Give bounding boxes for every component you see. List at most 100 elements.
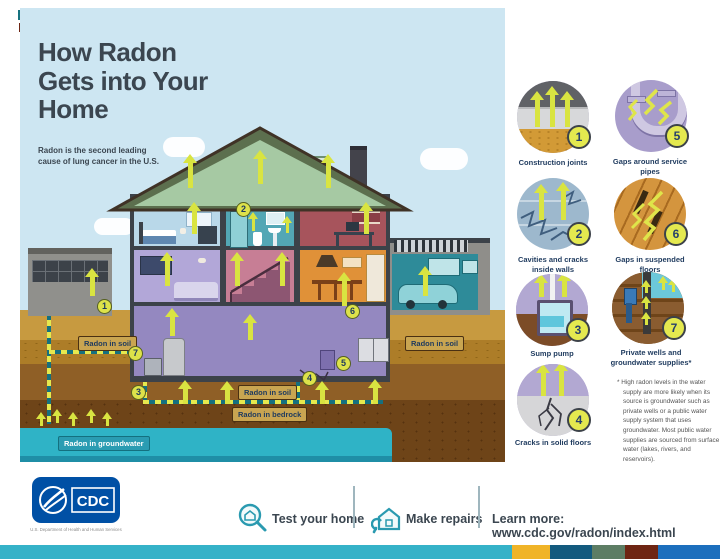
radon-arrow-icon xyxy=(102,412,112,426)
car-wheel-icon xyxy=(438,300,447,309)
radon-arrow-icon xyxy=(187,202,201,234)
legend-caption-6: Gaps in suspended floors xyxy=(615,255,685,274)
house-marker-3: 3 xyxy=(131,385,146,400)
stool-icon xyxy=(318,284,321,300)
radon-arrow-icon xyxy=(359,202,373,234)
radon-arrow-icon xyxy=(282,216,292,233)
action-test-your-home: Test your home xyxy=(272,512,365,526)
water-supply-pipe xyxy=(49,350,134,354)
legend-caption-2: Cavities and cracks inside walls xyxy=(517,255,589,274)
radon-arrow-icon xyxy=(418,266,432,296)
sofa-icon xyxy=(174,282,218,301)
radon-arrow-icon xyxy=(545,86,559,127)
radon-arrow-icon xyxy=(230,252,244,286)
stripe-segment-green xyxy=(592,545,625,559)
legend-badge-4: 4 xyxy=(567,408,591,432)
bed-icon xyxy=(142,230,176,240)
radon-arrow-icon xyxy=(534,274,548,297)
sink-icon xyxy=(268,228,281,233)
radon-arrow-icon xyxy=(178,380,192,404)
footer-divider xyxy=(353,486,355,528)
cloud-icon xyxy=(94,218,134,235)
legend-caption-4: Cracks in solid floors xyxy=(514,438,592,447)
radon-arrow-icon xyxy=(248,212,258,231)
staircase-icon xyxy=(230,256,290,302)
lamp-icon xyxy=(180,228,186,234)
radon-arrow-icon xyxy=(557,274,571,297)
label-radon-in-soil-left: Radon in soil xyxy=(78,336,138,351)
radon-arrow-icon xyxy=(368,379,382,404)
sump-pump xyxy=(144,358,162,376)
house-marker-5: 5 xyxy=(336,356,351,371)
page-subtitle: Radon is the second leading cause of lun… xyxy=(38,146,159,166)
stripe-segment-teal xyxy=(0,545,512,559)
legend-caption-1: Construction joints xyxy=(518,158,588,167)
legend-footnote: * High radon levels in the water supply … xyxy=(617,379,720,463)
footer-divider xyxy=(478,486,480,528)
stripe-segment-darkblue xyxy=(550,545,592,559)
radon-arrow-icon xyxy=(337,272,351,306)
cdc-logo-subtext: U.S. Department of Health and Human Serv… xyxy=(30,527,122,532)
make-repairs-icon xyxy=(371,507,401,534)
label-radon-in-bedrock: Radon in bedrock xyxy=(232,407,308,422)
bed-blanket-icon xyxy=(142,236,176,244)
car-wheel-icon xyxy=(406,300,415,309)
icon-wall-area xyxy=(517,364,589,396)
sink-pedestal-icon xyxy=(273,233,277,246)
wall-light-icon xyxy=(198,258,206,263)
house-cross-section-illustration: How Radon Gets into Your Home Radon is t… xyxy=(20,8,505,462)
legend-caption-3: Sump pump xyxy=(530,349,574,358)
label-radon-in-soil-mid: Radon in soil xyxy=(238,385,298,400)
radon-arrow-icon xyxy=(253,150,267,184)
legend-badge-6: 6 xyxy=(664,222,688,246)
radon-arrow-icon xyxy=(183,154,197,188)
radon-arrow-icon xyxy=(52,409,62,423)
radon-arrow-icon xyxy=(530,91,544,127)
radon-arrow-icon xyxy=(220,381,234,404)
action-make-repairs: Make repairs xyxy=(406,512,483,526)
car-icon xyxy=(398,284,458,304)
radon-arrow-icon xyxy=(315,381,329,404)
cloud-icon xyxy=(163,137,205,157)
range-hood-icon xyxy=(316,255,338,267)
house-marker-1: 1 xyxy=(97,299,112,314)
radon-arrow-icon xyxy=(86,409,96,423)
dresser-icon xyxy=(198,226,217,244)
cloud-icon xyxy=(420,148,468,170)
icon-sump-water xyxy=(540,316,564,327)
radon-squiggle-icon xyxy=(627,88,673,126)
page-title: How Radon Gets into Your Home xyxy=(38,37,208,125)
radon-arrow-icon xyxy=(321,154,335,188)
house-marker-4: 4 xyxy=(302,371,317,386)
cdc-logo: CDC xyxy=(32,477,120,523)
stripe-segment-blue xyxy=(658,545,720,559)
legend-caption-5: Gaps around service pipes xyxy=(612,157,688,176)
house-marker-6: 6 xyxy=(345,304,360,319)
radon-arrow-icon xyxy=(641,312,651,325)
monitor-icon xyxy=(346,222,359,231)
subslab-pipe xyxy=(143,400,383,404)
garage-railing xyxy=(394,240,468,252)
stripe-segment-maroon xyxy=(625,545,658,559)
radon-arrow-icon xyxy=(165,308,179,336)
icon-pump-pipe xyxy=(626,303,632,323)
legend-badge-1: 1 xyxy=(567,125,591,149)
laundry-sink-icon xyxy=(320,350,335,370)
icon-pipe-collar xyxy=(657,90,676,97)
icon-u-pipe xyxy=(631,80,687,135)
legend-badge-3: 3 xyxy=(566,318,590,342)
icon-discharge-pipe xyxy=(550,274,555,302)
cdc-logo-text: CDC xyxy=(77,493,110,510)
stripe-segment-gold xyxy=(512,545,550,559)
dryer-icon xyxy=(373,338,389,362)
washer-icon xyxy=(358,338,374,362)
desk-icon xyxy=(334,232,374,235)
radon-arrow-icon xyxy=(641,280,651,293)
legend-badge-2: 2 xyxy=(567,222,591,246)
radon-arrow-icon xyxy=(641,296,651,309)
counter-icon xyxy=(312,280,362,284)
radon-arrow-icon xyxy=(36,412,46,426)
garage-poster-icon xyxy=(462,260,478,274)
radon-arrow-icon xyxy=(668,278,678,292)
